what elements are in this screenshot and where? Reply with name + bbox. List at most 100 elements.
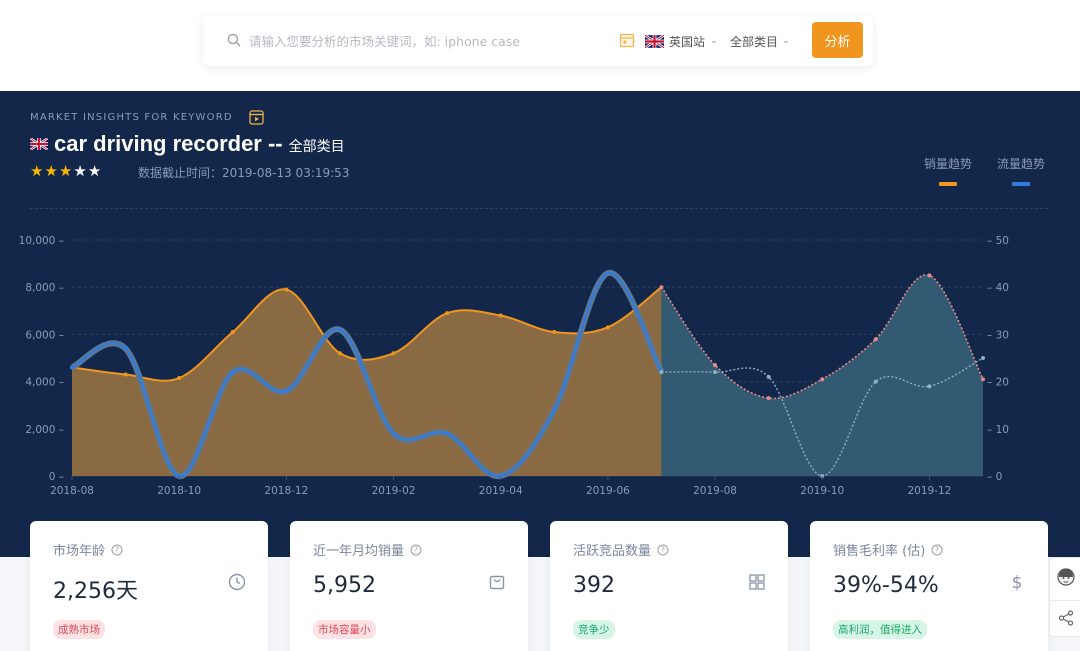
status-badge: 竞争少 [573,620,615,639]
x-tick-label: 2019-02 [372,485,416,497]
sales-point [337,351,342,356]
stat-card-gross-margin: 销售毛利率 (估) ? 39%-54% $ 高利润，值得进入 [810,521,1048,651]
market-insight-panel: MARKET INSIGHTS FOR KEYWORD car driving … [0,91,1080,557]
svg-text:?: ? [414,545,418,554]
card-label: 活跃竞品数量 ? [573,540,669,559]
sales-point [927,273,932,278]
star-icon: ★ [73,162,87,180]
legend-traffic-swatch [1012,182,1030,186]
analyze-button[interactable]: 分析 [812,22,863,58]
sales-point [177,376,182,381]
y-left-tick-label: 10,000 – [19,235,64,247]
data-deadline: 数据截止时间：2019-08-13 03:19:53 [138,166,350,180]
uk-flag-icon [30,138,48,150]
rating-stars: ★ ★ ★ ★ ★ [30,163,101,179]
uk-flag-icon [645,34,664,48]
card-value: 5,952 [313,573,376,598]
traffic-point [873,379,878,384]
legend-sales-label: 销量趋势 [924,157,973,171]
video-icon[interactable] [249,110,264,125]
sales-point [659,285,664,290]
sales-point [981,377,985,382]
card-label-text: 近一年月均销量 [313,544,405,559]
card-value: 39%-54% [833,573,939,598]
status-badge: 高利润，值得进入 [833,620,927,639]
stat-card-competitors: 活跃竞品数量 ? 392 竞争少 [550,521,788,651]
sales-point [445,311,450,316]
card-label-text: 活跃竞品数量 [573,544,652,559]
chevron-down-icon: ⌄ [710,36,718,46]
sales-point [284,287,289,292]
customer-support-icon[interactable] [1054,566,1078,590]
legend-traffic[interactable]: 流量趋势 [997,155,1045,186]
y-left-tick-label: 0 – [49,471,64,483]
y-right-tick-label: – 50 [987,235,1009,247]
y-left-tick-label: 8,000 – [25,282,64,294]
traffic-point [981,356,985,360]
x-tick-label: 2018-10 [157,485,201,497]
x-tick-label: 2019-10 [800,485,844,497]
card-label-text: 销售毛利率 (估) [833,544,926,559]
kicker-text: MARKET INSIGHTS FOR KEYWORD [30,112,233,123]
header-divider [30,208,1048,209]
legend-traffic-label: 流量趋势 [997,157,1046,171]
card-label: 市场年龄 ? [53,540,123,559]
svg-text:?: ? [661,545,665,554]
y-left-tick-label: 2,000 – [25,424,64,436]
search-input[interactable] [249,29,579,53]
sales-point [766,396,771,401]
help-icon[interactable]: ? [410,544,422,556]
top-search-band: 英国站 ⌄ 全部类目 ⌄ 分析 [0,0,1080,91]
floating-toolbar [1049,557,1080,637]
bag-icon [489,575,505,590]
y-left-tick-label: 4,000 – [25,377,64,389]
sales-point [605,325,610,330]
chevron-down-icon: ⌄ [782,36,790,46]
star-icon: ★ [58,162,73,180]
traffic-point [713,370,718,375]
category-select[interactable]: 全部类目 ⌄ [730,31,790,51]
help-icon[interactable]: ? [931,544,943,556]
y-right-tick-label: – 20 [987,377,1009,389]
site-label: 英国站 [669,34,706,49]
y-right-tick-label: – 0 [987,471,1002,483]
help-icon[interactable]: ? [657,544,669,556]
traffic-point [230,370,235,375]
x-tick-label: 2019-06 [586,485,630,497]
sales-point [713,363,718,368]
share-icon[interactable] [1058,610,1074,626]
legend-sales[interactable]: 销量趋势 [924,155,972,186]
sales-point [873,337,878,342]
stat-card-monthly-sales: 近一年月均销量 ? 5,952 市场容量小 [290,521,528,651]
trend-chart: 0 – 2,000 – 4,000 – 6,000 – 8,000 – 10,000 – –… [19,235,1009,497]
search-bar: 英国站 ⌄ 全部类目 ⌄ 分析 [203,15,873,66]
traffic-point [766,374,771,379]
x-tick-label: 2019-08 [693,485,737,497]
site-select[interactable]: 英国站 ⌄ [645,31,718,51]
category-label: 全部类目 [730,34,779,49]
stat-card-market-age: 市场年龄 ? 2,256天 成熟市场 [30,521,268,651]
calendar-icon[interactable] [619,32,635,48]
help-icon[interactable]: ? [111,544,123,556]
star-icon: ★ [30,162,44,180]
keyword-text: car driving recorder -- [54,131,283,156]
sales-point [552,330,557,335]
traffic-point [70,365,74,370]
x-tick-label: 2019-04 [479,485,523,497]
traffic-line-history [71,272,663,478]
status-badge: 成熟市场 [53,620,105,639]
card-label: 近一年月均销量 ? [313,540,422,559]
x-tick-label: 2018-08 [50,485,94,497]
traffic-point [123,346,128,351]
star-icon: ★ [44,162,58,180]
svg-text:$: $ [1012,573,1023,591]
traffic-point [659,370,664,375]
y-left-tick-label: 6,000 – [25,329,64,341]
sales-area-forecast [661,274,983,476]
sales-point [820,377,825,382]
sales-point [498,313,503,318]
traffic-point [552,407,557,412]
grid-icon [749,574,765,590]
clock-icon [228,573,246,591]
sales-point [123,372,128,377]
